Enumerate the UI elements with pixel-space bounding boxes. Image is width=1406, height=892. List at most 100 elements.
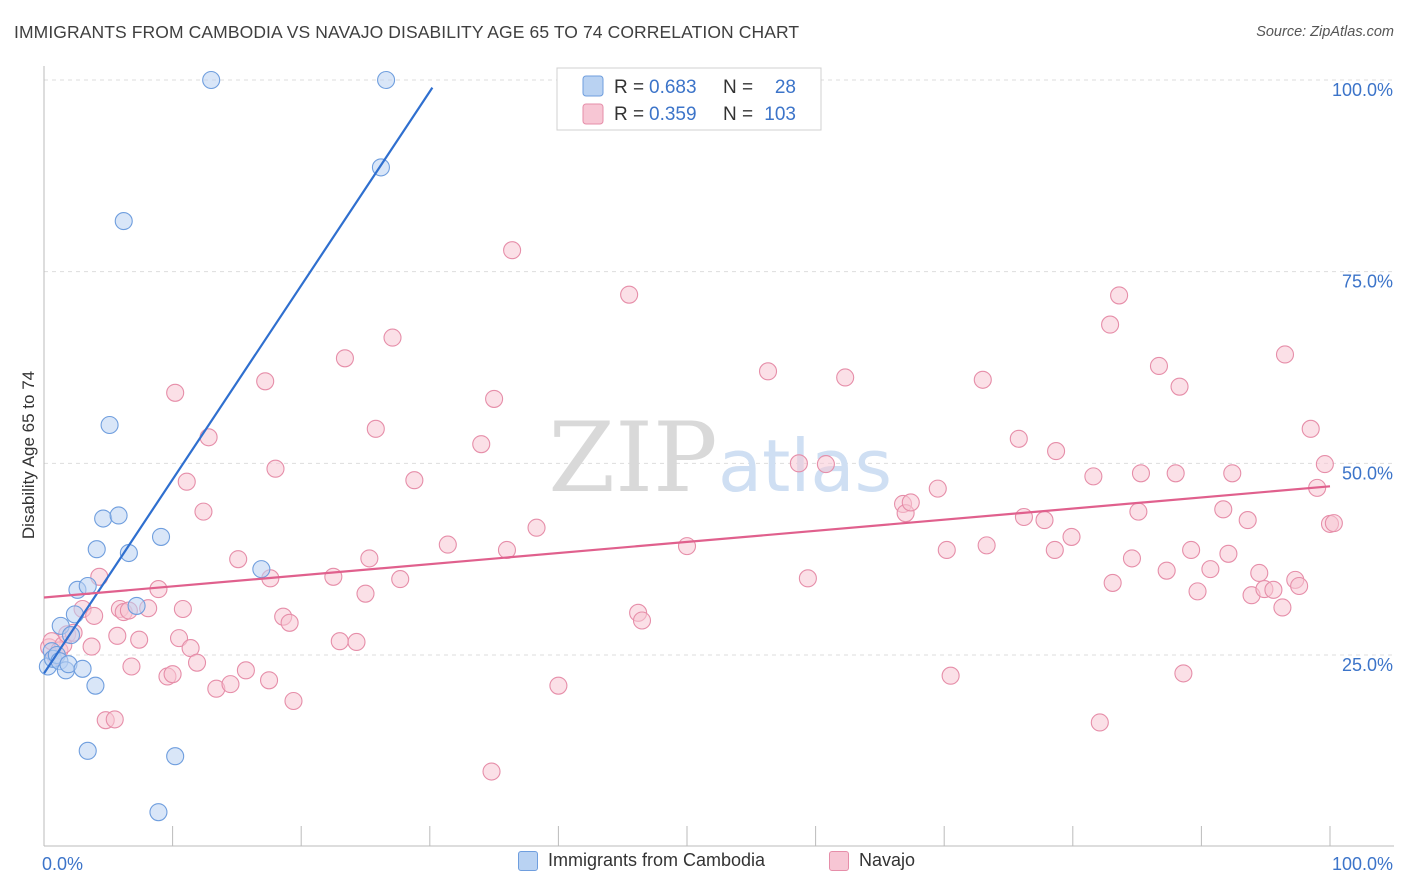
navajo-point — [1009, 429, 1028, 448]
navajo-point — [438, 535, 457, 554]
navajo-point — [1101, 315, 1120, 334]
cambodia-point — [86, 676, 105, 695]
navajo-point — [173, 599, 192, 619]
source-credit: Source: ZipAtlas.com — [1256, 24, 1394, 40]
legend-swatch-navajo-bottom — [829, 850, 849, 871]
navajo-point — [1290, 576, 1309, 596]
navajo-point — [1035, 511, 1054, 530]
legend-swatch-cambodia — [582, 75, 604, 97]
navajo-point — [356, 584, 375, 603]
series-legend: Immigrants from Cambodia Navajo — [0, 850, 1406, 880]
navajo-point — [620, 285, 639, 304]
navajo-point — [122, 657, 141, 676]
chart-title: IMMIGRANTS FROM CAMBODIA VS NAVAJO DISAB… — [14, 22, 800, 42]
legend-r-value-navajo: 0.359 — [649, 104, 697, 125]
navajo-point — [256, 372, 275, 391]
legend-n-value-cambodia: 28 — [775, 77, 796, 98]
cambodia-point — [252, 560, 271, 579]
navajo-trend-line — [43, 485, 1331, 599]
y-tick-label: 25.0% — [1342, 655, 1393, 675]
navajo-point — [1238, 511, 1257, 530]
navajo-point — [187, 653, 207, 672]
navajo-point — [1047, 442, 1066, 461]
navajo-point — [1103, 573, 1122, 592]
navajo-point — [391, 570, 410, 589]
y-tick-label: 75.0% — [1342, 272, 1393, 292]
navajo-point — [1090, 713, 1109, 732]
navajo-point — [366, 419, 385, 438]
navajo-point — [347, 632, 366, 652]
navajo-point — [108, 626, 127, 645]
navajo-point — [360, 549, 379, 568]
navajo-point — [1084, 467, 1103, 486]
legend-label-navajo: Navajo — [859, 850, 916, 870]
navajo-point — [1182, 540, 1201, 560]
y-axis-label: Disability Age 65 to 74 — [19, 371, 38, 539]
cambodia-point — [202, 70, 221, 90]
cambodia-point — [109, 506, 128, 525]
cambodia-point — [87, 540, 106, 559]
navajo-point — [383, 328, 402, 347]
navajo-point — [1149, 356, 1169, 376]
navajo-point — [1122, 549, 1142, 568]
navajo-point — [1170, 377, 1189, 396]
navajo-point — [632, 611, 652, 630]
axes — [43, 66, 1394, 847]
cambodia-point — [149, 803, 168, 822]
navajo-point — [405, 471, 424, 490]
navajo-point — [928, 479, 947, 498]
navajo-point — [169, 629, 189, 648]
navajo-point — [1324, 514, 1343, 533]
navajo-point — [194, 502, 213, 521]
navajo-point — [324, 567, 343, 586]
navajo-point — [266, 459, 285, 478]
navajo-point — [1201, 560, 1220, 579]
legend-swatch-navajo — [582, 103, 604, 125]
y-tick-label: 50.0% — [1342, 463, 1393, 483]
cambodia-point — [100, 415, 119, 435]
navajo-point — [166, 383, 185, 402]
watermark: ZIP atlas — [548, 402, 892, 514]
legend-swatch-cambodia-bottom — [518, 850, 538, 871]
navajo-point — [1214, 500, 1233, 519]
navajo-point — [472, 435, 491, 454]
navajo-point — [941, 666, 960, 685]
navajo-point — [82, 637, 101, 656]
cambodia-points — [38, 70, 396, 822]
navajo-point — [280, 613, 299, 632]
navajo-point — [1301, 419, 1320, 438]
navajo-point — [1223, 464, 1242, 483]
navajo-point — [816, 455, 835, 474]
navajo-point — [1131, 464, 1151, 483]
cambodia-point — [78, 741, 97, 760]
navajo-point — [330, 632, 349, 651]
legend-r-label-navajo: R = — [614, 104, 644, 125]
navajo-point — [1174, 664, 1193, 683]
x-tick-label-min: 0.0% — [42, 854, 83, 874]
navajo-point — [836, 368, 855, 387]
navajo-point — [221, 675, 240, 694]
navajo-point — [527, 518, 546, 537]
legend-label-cambodia: Immigrants from Cambodia — [548, 850, 766, 870]
navajo-point — [977, 536, 996, 555]
navajo-point — [1129, 502, 1148, 521]
navajo-point — [1273, 598, 1292, 617]
legend-n-value-navajo: 103 — [764, 104, 796, 125]
y-tick-label: 100.0% — [1332, 80, 1393, 100]
navajo-point — [973, 370, 992, 389]
correlation-legend: R = 0.683 N = 28 R = 0.359 N = 103 — [556, 67, 822, 131]
navajo-point — [335, 349, 354, 368]
navajo-point — [1188, 582, 1207, 601]
legend-item-cambodia[interactable]: Immigrants from Cambodia — [518, 850, 765, 871]
navajo-point — [901, 493, 920, 512]
cambodia-trend-line — [43, 87, 434, 675]
navajo-point — [163, 665, 182, 684]
navajo-point — [1250, 563, 1269, 583]
navajo-point — [482, 762, 501, 781]
navajo-point — [284, 691, 303, 711]
navajo-point — [677, 537, 697, 556]
legend-item-navajo[interactable]: Navajo — [829, 850, 915, 871]
x-tick-label-max: 100.0% — [1332, 854, 1393, 874]
cambodia-point — [65, 605, 84, 624]
navajo-point — [1275, 345, 1295, 364]
